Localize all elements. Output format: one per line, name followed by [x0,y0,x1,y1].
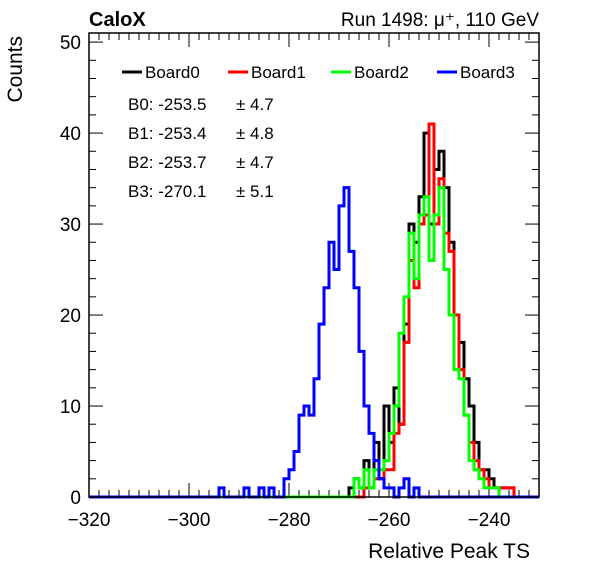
y-tick-label: 30 [60,215,81,236]
y-tick-label: 0 [70,488,81,509]
series-board1 [89,122,539,499]
stat-error: ± 4.7 [236,153,274,172]
axis-ticks [88,33,540,498]
stat-mean: B2: -253.7 [128,153,206,172]
stat-error: ± 5.1 [236,182,274,201]
plot-frame [88,32,540,498]
y-axis-title: Counts [4,36,27,103]
legend-label-board3: Board3 [460,63,515,82]
y-tick-label: 20 [60,306,81,327]
y-tick-label: 10 [60,397,81,418]
x-tick-label: −260 [368,510,411,531]
x-tick-label: −240 [468,510,511,531]
stat-mean: B1: -253.4 [128,124,206,143]
x-tick-label: −280 [268,510,311,531]
x-tick-label: −320 [68,510,111,531]
legend: Board0 Board1 Board2 Board3 [122,63,515,82]
stat-mean: B0: -253.5 [128,95,206,114]
series-board3 [89,186,539,499]
header-run-info: Run 1498: μ⁺, 110 GeV [341,10,539,31]
stat-mean: B3: -270.1 [128,182,206,201]
legend-label-board0: Board0 [145,63,200,82]
tick-labels: −320 −300 −280 −260 −240 0 10 20 30 40 50 [60,33,511,531]
series-layer [89,122,539,499]
stat-error: ± 4.7 [236,95,274,114]
legend-label-board2: Board2 [354,63,409,82]
header-experiment: CaloX [89,9,146,31]
stats-box: B0: -253.5 ± 4.7 B1: -253.4 ± 4.8 B2: -253.7… [128,95,274,201]
legend-label-board1: Board1 [251,63,306,82]
y-tick-label: 50 [60,33,81,54]
series-board2 [89,186,539,499]
x-axis-title: Relative Peak TS [368,540,530,563]
y-tick-label: 40 [60,124,81,145]
x-tick-label: −300 [168,510,211,531]
stat-error: ± 4.8 [236,124,274,143]
